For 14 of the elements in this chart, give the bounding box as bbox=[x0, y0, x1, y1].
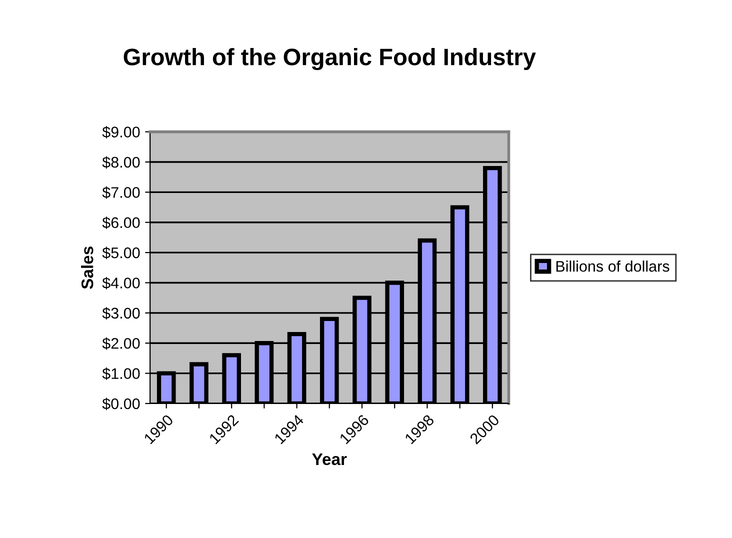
legend-label: Billions of dollars bbox=[556, 260, 670, 272]
y-axis-title: Sales bbox=[81, 246, 94, 289]
y-tick-label: $2.00 bbox=[102, 337, 140, 350]
chart-title: Growth of the Organic Food Industry bbox=[124, 48, 536, 70]
y-tick-label: $3.00 bbox=[102, 307, 140, 320]
y-tick-label: $9.00 bbox=[102, 126, 140, 138]
y-tick-label: $7.00 bbox=[102, 186, 140, 199]
x-axis-title: Year bbox=[312, 453, 347, 466]
y-tick-label: $6.00 bbox=[102, 216, 140, 229]
y-tick-label: $1.00 bbox=[102, 368, 140, 380]
y-tick-label: $0.00 bbox=[102, 398, 140, 410]
y-tick-label: $4.00 bbox=[102, 276, 140, 290]
y-tick-label: $8.00 bbox=[102, 156, 140, 169]
y-tick-label: $5.00 bbox=[102, 246, 140, 260]
